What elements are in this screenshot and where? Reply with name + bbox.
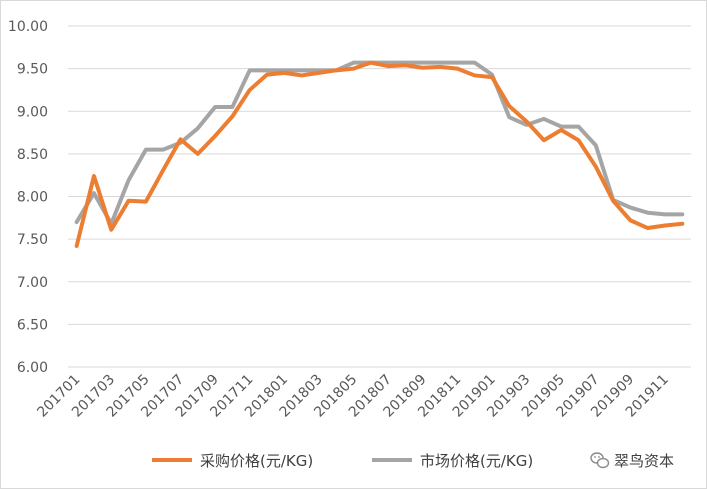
y-axis: 6.00 6.50 7.00 7.50 8.00 8.50 9.00 9.50 10.00 — [8, 19, 48, 376]
y-tick-label: 7.50 — [17, 232, 48, 248]
y-tick-label: 6.50 — [17, 317, 48, 333]
series-line-purchase — [74, 60, 685, 248]
y-tick-label: 7.00 — [17, 275, 48, 291]
y-tick-label: 8.00 — [17, 190, 48, 206]
y-tick-label: 8.50 — [17, 147, 48, 163]
y-tick-label: 10.00 — [8, 19, 48, 35]
watermark-text: 翠鸟资本 — [614, 452, 674, 470]
legend-item-market[interactable]: 市场价格(元/KG) — [372, 452, 533, 470]
wechat-icon — [590, 452, 610, 469]
watermark: 翠鸟资本 — [590, 452, 674, 470]
legend: 采购价格(元/KG) 市场价格(元/KG) — [152, 452, 533, 470]
series-lines — [74, 60, 685, 248]
y-tick-label: 9.50 — [17, 62, 48, 78]
legend-item-purchase[interactable]: 采购价格(元/KG) — [152, 452, 313, 470]
legend-label-purchase: 采购价格(元/KG) — [200, 452, 313, 470]
y-tick-label: 9.00 — [17, 104, 48, 120]
legend-label-market: 市场价格(元/KG) — [420, 452, 533, 470]
y-tick-label: 6.00 — [17, 360, 48, 376]
